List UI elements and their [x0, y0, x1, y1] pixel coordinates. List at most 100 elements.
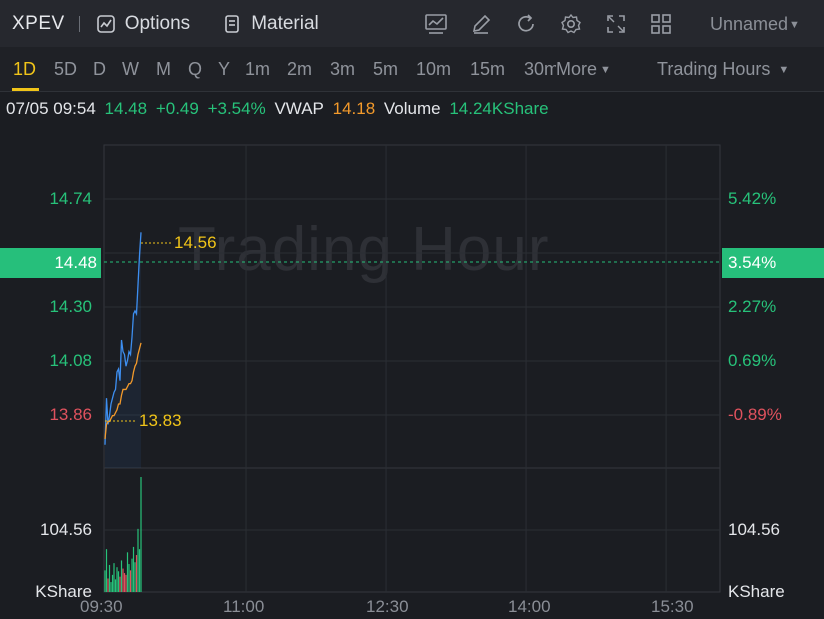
- period-3m[interactable]: 3m: [330, 59, 356, 79]
- quote-datetime: 07/05 09:54: [6, 99, 96, 118]
- volume-bar: [138, 549, 141, 592]
- volume-bar: [140, 477, 142, 592]
- time-label-1400: 14:00: [508, 597, 551, 616]
- chart-indicator-icon[interactable]: [422, 11, 450, 37]
- volume-label: Volume: [383, 99, 441, 118]
- material-label: Material: [251, 12, 319, 34]
- volume-bar: [119, 576, 121, 592]
- quote-change: +0.49: [155, 99, 199, 118]
- price-area-fill: [105, 232, 141, 468]
- volume-bar: [120, 560, 123, 592]
- volume-tick-right: 104.56: [728, 520, 780, 539]
- period-1m[interactable]: 1m: [245, 59, 271, 79]
- volume-bar: [113, 563, 115, 592]
- chart-watermark: Trading Hour: [178, 215, 550, 284]
- time-label-1230: 12:30: [366, 597, 409, 616]
- volume-bar: [111, 574, 114, 592]
- more-periods-dropdown[interactable]: More ▼: [556, 59, 611, 80]
- volume-bar: [108, 564, 111, 592]
- draw-pen-icon[interactable]: [467, 11, 495, 37]
- trading-hours-dropdown[interactable]: Trading Hours ▼: [657, 59, 789, 80]
- volume-bar: [128, 564, 130, 592]
- layout-name: Unnamed: [710, 14, 789, 34]
- options-button[interactable]: Options: [96, 13, 190, 35]
- chevron-down-icon: ▼: [789, 19, 800, 31]
- pct-tick-5: -0.89%: [728, 405, 782, 424]
- period-5d[interactable]: 5D: [54, 59, 78, 79]
- volume-bar: [110, 582, 112, 592]
- volume-unit-right: KShare: [728, 582, 785, 601]
- period-m[interactable]: M: [156, 59, 171, 79]
- material-button[interactable]: Material: [222, 13, 319, 35]
- tool-icons: [422, 11, 692, 37]
- price-tick-3: 14.30: [49, 297, 92, 316]
- toolbar-divider: [78, 15, 80, 32]
- time-label-1100: 11:00: [223, 597, 265, 616]
- vwap-value: 14.18: [332, 99, 376, 118]
- quote-info-line: 07/05 09:54 14.48 +0.49 +3.54% VWAP 14.1…: [6, 99, 553, 119]
- volume-bar: [107, 578, 109, 592]
- trading-hours-label: Trading Hours: [657, 59, 771, 79]
- period-y[interactable]: Y: [218, 59, 231, 79]
- price-tick-5: 13.86: [49, 405, 92, 424]
- vwap-series-line: [104, 342, 142, 439]
- period-15m[interactable]: 15m: [470, 59, 506, 79]
- ticker-symbol[interactable]: XPEV: [12, 12, 65, 34]
- period-d[interactable]: D: [93, 59, 106, 79]
- price-series-line: [104, 232, 142, 445]
- options-chart-icon: [96, 14, 115, 33]
- current-price-tag: 14.48: [0, 248, 101, 278]
- price-tick-4: 14.08: [49, 351, 92, 370]
- period-5m[interactable]: 5m: [373, 59, 399, 79]
- material-document-icon: [225, 14, 239, 33]
- active-period-indicator: [12, 88, 39, 91]
- settings-gear-icon[interactable]: [557, 11, 585, 37]
- time-label-0930: 09:30: [80, 597, 123, 616]
- period-30m[interactable]: 30m: [524, 59, 556, 79]
- price-tick-1: 14.74: [49, 189, 92, 208]
- options-label: Options: [124, 12, 191, 34]
- vwap-label: VWAP: [274, 99, 324, 118]
- fullscreen-icon[interactable]: [602, 11, 630, 37]
- volume-bar: [135, 555, 138, 592]
- more-label: More: [556, 59, 598, 79]
- time-label-1530: 15:30: [651, 597, 694, 616]
- low-price-label: 13.83: [139, 411, 182, 430]
- grid-layout-icon[interactable]: [647, 11, 675, 37]
- volume-bar: [125, 574, 127, 592]
- period-1d[interactable]: 1D: [13, 59, 37, 79]
- volume-unit-left: KShare: [35, 582, 92, 601]
- volume-bar: [132, 546, 135, 592]
- period-10m[interactable]: 10m: [416, 59, 452, 79]
- period-bar: 1D 5D D W M Q Y 1m 2m 3m 5m 10m 15m 30m …: [0, 47, 824, 92]
- volume-bar: [129, 570, 132, 592]
- volume-bar: [105, 549, 108, 592]
- trading-hours-caret-icon: ▼: [778, 64, 790, 76]
- chart-frame: [103, 144, 721, 593]
- more-caret-icon: ▼: [600, 64, 611, 76]
- volume-bar: [104, 570, 106, 592]
- high-price-label: 14.56: [174, 233, 217, 252]
- volume-bar: [116, 567, 118, 592]
- current-pct-tag: 3.54%: [722, 248, 824, 278]
- period-q[interactable]: Q: [188, 59, 203, 79]
- volume-value: 14.24KShare: [449, 99, 549, 118]
- volume-bar: [123, 573, 126, 592]
- layout-name-dropdown[interactable]: Unnamed▼: [710, 14, 800, 35]
- volume-tick-left: 104.56: [40, 520, 92, 539]
- volume-bar: [137, 528, 139, 592]
- pct-tick-1: 5.42%: [728, 189, 777, 208]
- top-toolbar: XPEV Options Material Unnamed▼: [0, 0, 824, 47]
- volume-bar: [114, 579, 117, 592]
- volume-bar: [134, 562, 136, 592]
- period-w[interactable]: W: [122, 59, 139, 79]
- pct-tick-4: 0.69%: [728, 351, 777, 370]
- refresh-icon[interactable]: [512, 11, 540, 37]
- volume-bar: [131, 558, 133, 592]
- pct-tick-3: 2.27%: [728, 297, 777, 316]
- quote-change-pct: +3.54%: [207, 99, 266, 118]
- volume-bar: [117, 571, 120, 592]
- quote-price: 14.48: [104, 99, 148, 118]
- period-2m[interactable]: 2m: [287, 59, 313, 79]
